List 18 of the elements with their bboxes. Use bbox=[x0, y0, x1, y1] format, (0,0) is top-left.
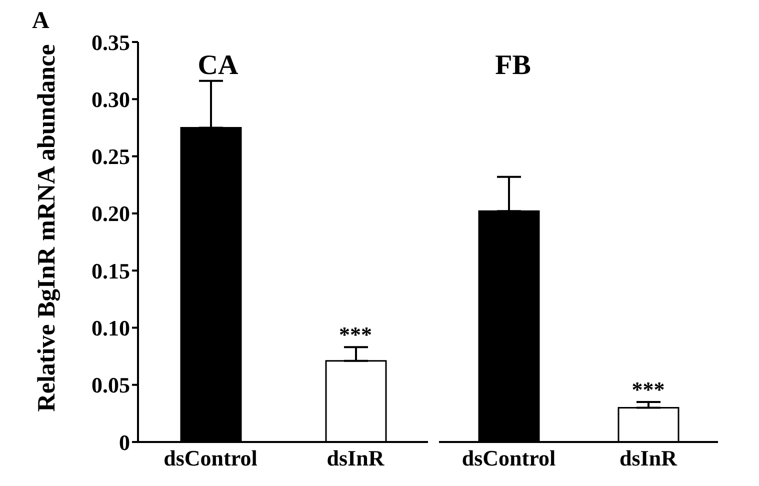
x-tick-label: dsInR bbox=[620, 446, 678, 471]
y-axis-title: Relative BgInR mRNA abundance bbox=[34, 44, 61, 412]
x-tick-label: dsInR bbox=[326, 446, 386, 471]
y-tick-label: 0.15 bbox=[92, 258, 130, 284]
y-tick-label: 0.05 bbox=[92, 372, 130, 398]
y-tick-label: 0.35 bbox=[92, 30, 130, 55]
y-tick-label: 0 bbox=[119, 430, 130, 455]
x-tick-label: dsControl bbox=[462, 446, 556, 471]
text: A bbox=[32, 8, 50, 35]
chart-title: CA bbox=[196, 50, 240, 82]
annotation: *** bbox=[339, 322, 372, 348]
x-tick-label: dsControl bbox=[164, 446, 258, 471]
y-tick-label: 0.30 bbox=[92, 86, 130, 112]
y-tick-label: 0.20 bbox=[92, 201, 130, 226]
y-tick-label: 0.25 bbox=[92, 144, 130, 170]
annotation: *** bbox=[632, 377, 665, 402]
y-tick-label: 0.10 bbox=[92, 316, 130, 341]
chart-title: FB bbox=[494, 50, 532, 82]
